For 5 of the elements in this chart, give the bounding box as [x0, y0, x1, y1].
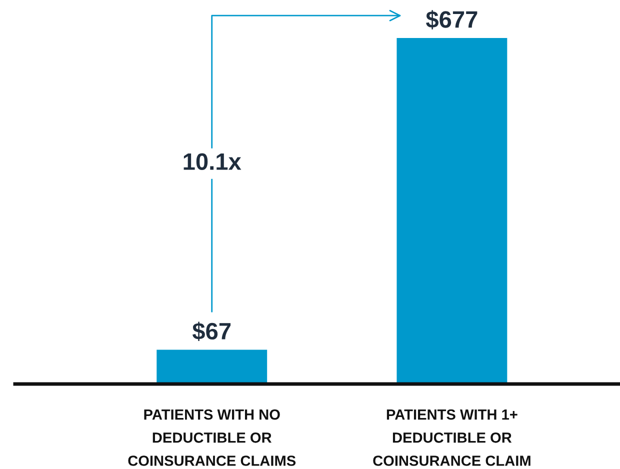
data-label: $67 — [192, 322, 231, 342]
x-tick-label: PATIENTS WITH 1+ DEDUCTIBLE OR COINSURANCE CLAIM — [373, 409, 530, 466]
annotation: 10.1x — [184, 153, 242, 170]
data-label: $677 — [426, 10, 478, 30]
x-tick-label: PATIENTS WITH NO DEDUCTIBLE OR COINSURANCE CLAIMS — [128, 409, 296, 466]
